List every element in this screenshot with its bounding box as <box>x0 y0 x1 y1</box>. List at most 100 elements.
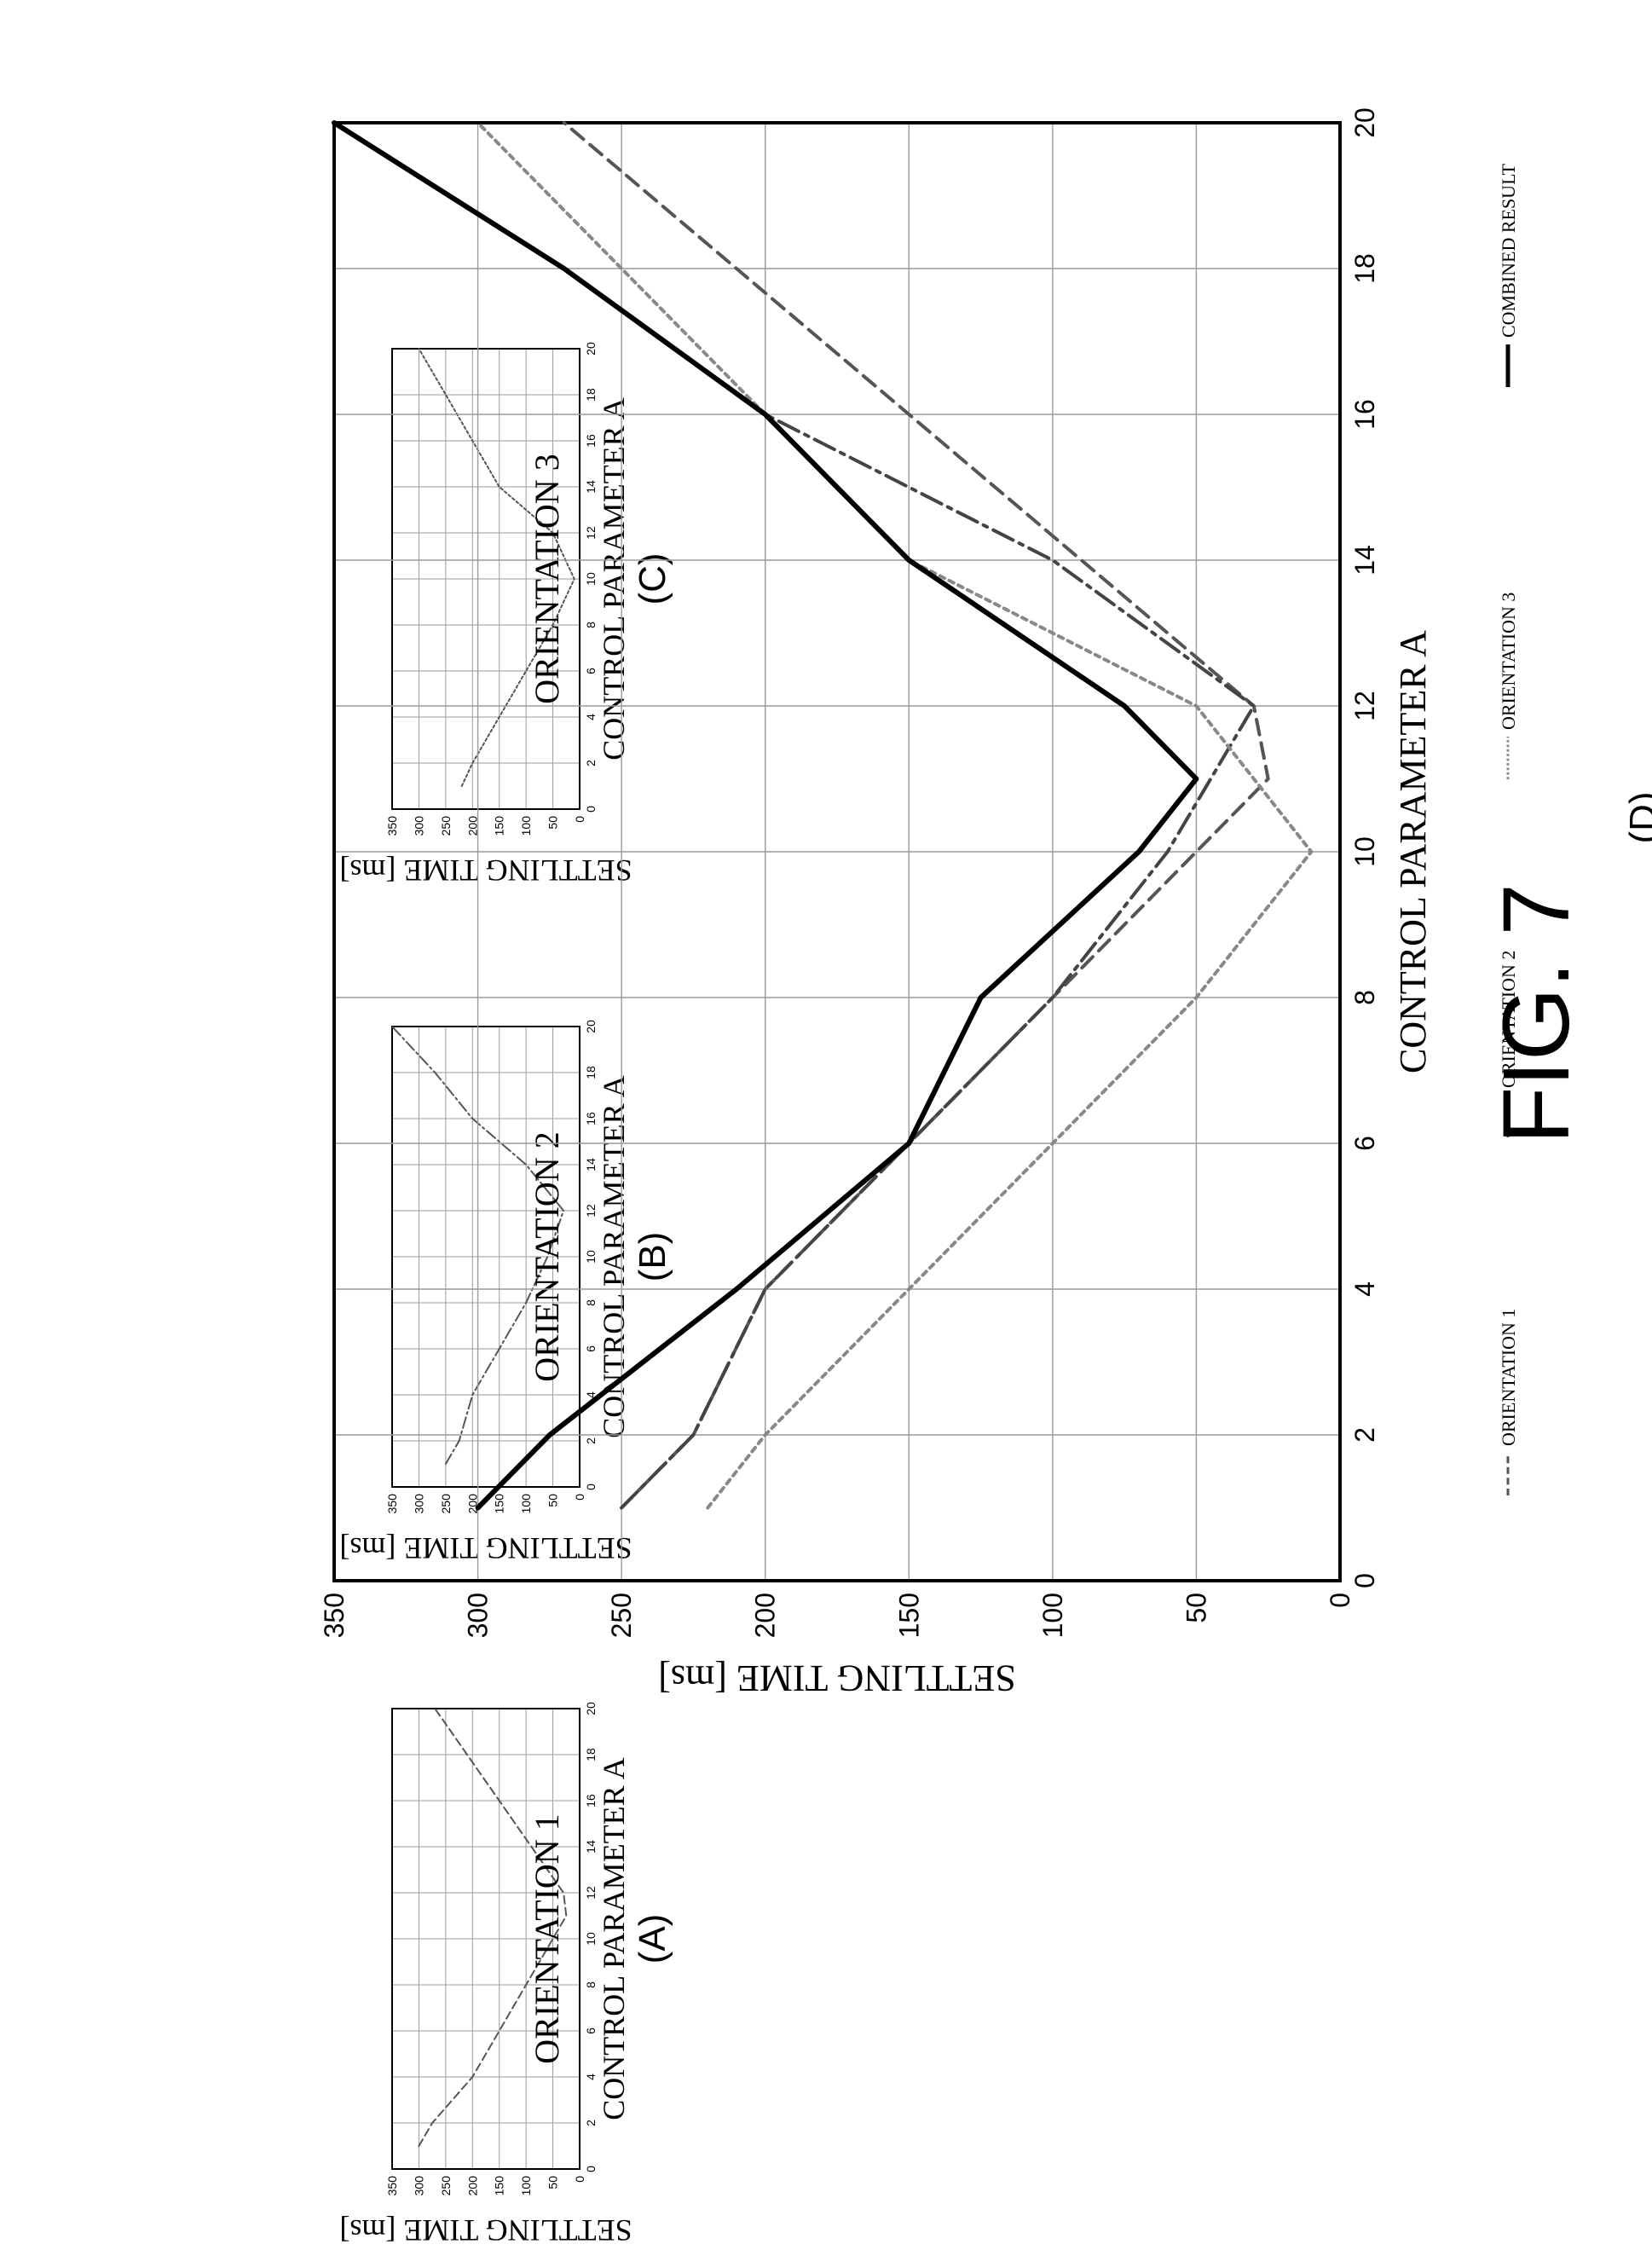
series-line-orientation-3 <box>476 121 1314 1510</box>
y-axis-label: SETTLING TIME [ms] <box>339 853 632 888</box>
series-line-0 <box>418 348 575 787</box>
x-tick-label: 20 <box>584 342 598 356</box>
y-tick-label: 50 <box>546 1494 560 1507</box>
x-tick-label: 4 <box>584 2074 598 2080</box>
x-tick-label: 20 <box>584 1020 598 1033</box>
x-tick-label: 12 <box>584 1204 598 1218</box>
y-tick-label: 300 <box>463 1593 494 1638</box>
x-tick-label: 4 <box>1349 1281 1380 1297</box>
x-tick-label: 2 <box>1349 1427 1380 1443</box>
x-tick-label: 8 <box>584 622 598 628</box>
y-axis-label: SETTLING TIME [ms] <box>658 1657 1016 1699</box>
series-line-0 <box>418 1708 568 2147</box>
chart-d: 02468101214161820050100150200250300350CO… <box>319 107 1652 1699</box>
series-line-0 <box>391 1026 565 1465</box>
x-tick-label: 2 <box>584 760 598 766</box>
y-tick-label: 100 <box>519 816 533 836</box>
y-tick-label: 300 <box>412 2176 425 2196</box>
chart-title: ORIENTATION 2 <box>528 1131 566 1381</box>
legend-entry: COMBINED RESULT <box>1498 164 1519 338</box>
y-axis-label: SETTLING TIME [ms] <box>339 1531 632 1565</box>
x-tick-label: 6 <box>584 2027 598 2034</box>
x-tick-label: 16 <box>1349 399 1380 430</box>
x-tick-label: 14 <box>584 1840 598 1854</box>
x-tick-label: 14 <box>584 480 598 494</box>
y-tick-label: 350 <box>385 816 399 836</box>
y-tick-label: 350 <box>385 2176 399 2196</box>
x-tick-label: 20 <box>584 1702 598 1715</box>
y-tick-label: 100 <box>519 2176 533 2196</box>
x-tick-label: 12 <box>1349 691 1380 721</box>
chart-c: 02468101214161820050100150200250300350OR… <box>339 342 673 888</box>
x-tick-label: 6 <box>584 1345 598 1352</box>
y-tick-label: 100 <box>1037 1593 1068 1638</box>
x-tick-label: 4 <box>584 1391 598 1398</box>
legend-entry: ORIENTATION 2 <box>1498 951 1519 1088</box>
x-tick-label: 0 <box>584 2166 598 2172</box>
x-tick-label: 0 <box>584 806 598 813</box>
x-tick-label: 20 <box>1349 107 1380 138</box>
y-tick-label: 200 <box>465 816 479 836</box>
x-tick-label: 0 <box>1349 1573 1380 1588</box>
series-line-combined-result <box>332 120 1199 1511</box>
plot-frame <box>391 348 581 810</box>
x-tick-label: 18 <box>1349 253 1380 284</box>
x-tick-label: 14 <box>1349 545 1380 576</box>
y-tick-label: 300 <box>412 816 425 836</box>
y-tick-label: 150 <box>493 816 506 836</box>
y-tick-label: 300 <box>412 1494 425 1514</box>
y-tick-label: 250 <box>606 1593 637 1638</box>
y-tick-label: 150 <box>493 2176 506 2196</box>
x-tick-label: 6 <box>584 668 598 674</box>
x-tick-label: 10 <box>584 1932 598 1946</box>
y-tick-label: 150 <box>493 1494 506 1514</box>
legend-entry: ORIENTATION 3 <box>1498 593 1519 730</box>
panel-label: (C) <box>632 552 673 604</box>
y-tick-label: 0 <box>573 2176 586 2183</box>
x-tick-label: 10 <box>1349 836 1380 867</box>
y-tick-label: 250 <box>439 816 453 836</box>
x-tick-label: 18 <box>584 1066 598 1079</box>
figure-label: FIG. 7 <box>1484 883 1589 1144</box>
y-tick-label: 200 <box>750 1593 781 1638</box>
x-tick-label: 12 <box>584 1886 598 1900</box>
y-tick-label: 250 <box>439 2176 453 2196</box>
x-tick-label: 18 <box>584 388 598 402</box>
x-tick-label: 4 <box>584 714 598 720</box>
chart-a: 02468101214161820050100150200250300350OR… <box>339 1702 673 2247</box>
x-tick-label: 12 <box>584 526 598 540</box>
y-tick-label: 200 <box>465 2176 479 2196</box>
y-tick-label: 250 <box>439 1494 453 1514</box>
chart-title: ORIENTATION 1 <box>528 1813 566 2063</box>
y-tick-label: 350 <box>385 1494 399 1514</box>
x-tick-label: 8 <box>584 1299 598 1306</box>
x-tick-label: 0 <box>584 1484 598 1490</box>
x-tick-label: 14 <box>584 1158 598 1171</box>
x-tick-label: 6 <box>1349 1136 1380 1151</box>
x-tick-label: 2 <box>584 2120 598 2126</box>
y-tick-label: 50 <box>546 816 560 830</box>
chart-b: 02468101214161820050100150200250300350OR… <box>339 1020 673 1565</box>
y-tick-label: 50 <box>1181 1593 1211 1623</box>
x-tick-label: 16 <box>584 434 598 448</box>
series-line-orientation-1 <box>562 121 1270 1510</box>
plot-frame <box>391 1026 581 1488</box>
x-axis-label: CONTROL PARAMETER A <box>597 397 631 760</box>
x-tick-label: 10 <box>584 1250 598 1264</box>
y-tick-label: 50 <box>546 2176 560 2189</box>
chart-title: ORIENTATION 3 <box>528 454 566 703</box>
panel-label: (A) <box>632 1914 673 1964</box>
legend-entry: ORIENTATION 1 <box>1498 1309 1519 1446</box>
x-axis-label: CONTROL PARAMETER A <box>597 1757 631 2120</box>
y-tick-label: 100 <box>519 1494 533 1514</box>
y-axis-label: SETTLING TIME [ms] <box>339 2213 632 2247</box>
x-tick-label: 18 <box>584 1748 598 1761</box>
x-tick-label: 16 <box>584 1794 598 1808</box>
x-tick-label: 8 <box>584 1981 598 1988</box>
x-tick-label: 10 <box>584 572 598 586</box>
panel-label: (D) <box>1622 791 1652 843</box>
y-tick-label: 350 <box>319 1593 349 1638</box>
plot-frame <box>332 121 1342 1582</box>
